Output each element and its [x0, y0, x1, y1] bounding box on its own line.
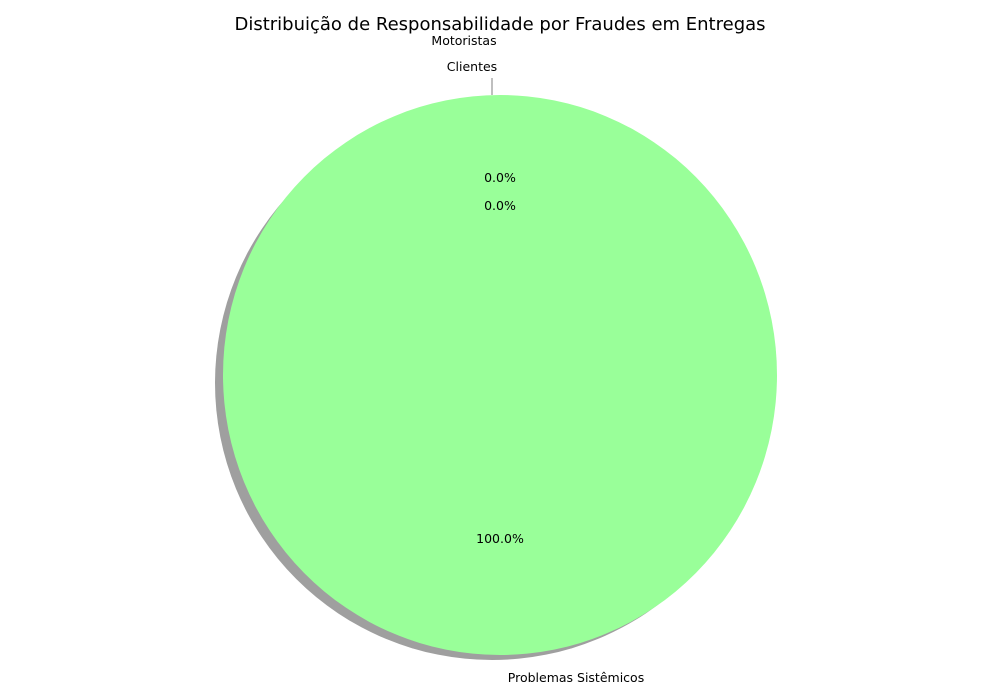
slice-pct-clientes: 0.0%	[484, 198, 516, 213]
slice-pct-problemas-sistemicos: 100.0%	[476, 531, 524, 546]
slice-pct-motoristas: 0.0%	[484, 170, 516, 185]
slice-label-problemas-sistemicos: Problemas Sistêmicos	[508, 670, 644, 685]
slice-label-motoristas: Motoristas	[431, 33, 496, 48]
chart-title: Distribuição de Responsabilidade por Fra…	[234, 14, 765, 35]
pie-slice-problemas-sistemicos	[223, 95, 777, 655]
slice-label-clientes: Clientes	[447, 59, 497, 74]
